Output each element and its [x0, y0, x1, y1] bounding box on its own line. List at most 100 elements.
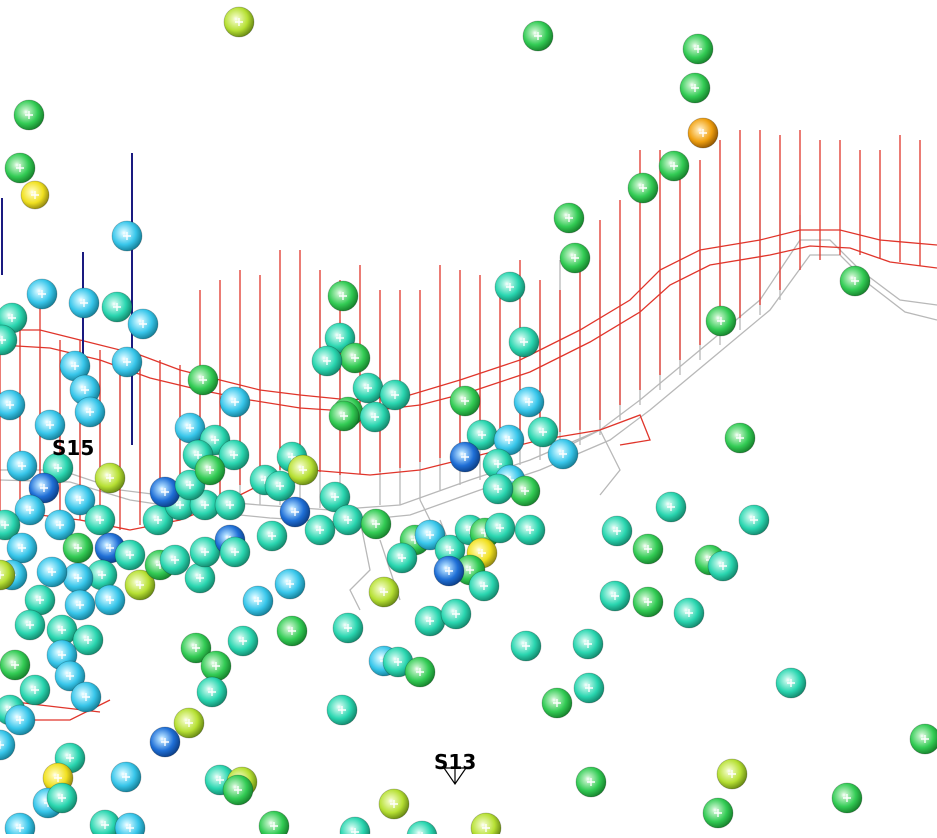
seismic-event-highlight [126, 551, 134, 559]
station-label-s13: S13 [434, 750, 477, 774]
seismic-event-highlight [48, 568, 56, 576]
seismic-event-highlight [16, 824, 24, 832]
seismic-event-highlight [96, 516, 104, 524]
seismic-event-highlight [587, 778, 595, 786]
station-marker-s13 [442, 767, 468, 786]
seismic-event-highlight [452, 610, 460, 618]
seismic-event-highlight [76, 496, 84, 504]
seismic-event-highlight [426, 531, 434, 539]
seismic-event-highlight [323, 357, 331, 365]
seismic-event-highlight [416, 668, 424, 676]
seismic-event-highlight [0, 741, 4, 749]
seismic-event-highlight [670, 162, 678, 170]
seismic-event-highlight [54, 774, 62, 782]
seismic-event-highlight [26, 621, 34, 629]
seismic-event-highlight [445, 567, 453, 575]
seismic-event-highlight [58, 794, 66, 802]
seismic-event-highlight [478, 431, 486, 439]
seismic-event-highlight [505, 436, 513, 444]
seismic-event-highlight [694, 45, 702, 53]
seismic-event-highlight [394, 658, 402, 666]
seismic-event-highlight [644, 598, 652, 606]
seismic-event-highlight [216, 776, 224, 784]
seismic-event-highlight [226, 501, 234, 509]
seismic-event-highlight [239, 637, 247, 645]
seismic-event[interactable] [0, 324, 18, 356]
seismic-event-highlight [136, 581, 144, 589]
seismic-event-highlight [194, 451, 202, 459]
seismic-event-highlight [16, 164, 24, 172]
seismic-event[interactable] [0, 509, 21, 541]
seismic-event-highlight [736, 434, 744, 442]
seismic-event-highlight [351, 354, 359, 362]
seismic-event-highlight [212, 662, 220, 670]
seismic-event-highlight [390, 800, 398, 808]
seismic-event-highlight [494, 460, 502, 468]
seismic-event-highlight [426, 617, 434, 625]
seismic-event-highlight [56, 521, 64, 529]
seismic-event-highlight [206, 466, 214, 474]
seismic-event-highlight [230, 451, 238, 459]
seismic-event-highlight [161, 738, 169, 746]
seismic-event-highlight [106, 544, 114, 552]
seismic-event-highlight [522, 642, 530, 650]
seismic-event-highlight [380, 588, 388, 596]
seismic-event-highlight [208, 688, 216, 696]
seismic-event-highlight [126, 824, 134, 832]
seismic-event-highlight [336, 334, 344, 342]
seismic-event-highlight [372, 520, 380, 528]
seismic-event-highlight [80, 299, 88, 307]
seismic-event-highlight [714, 809, 722, 817]
seismic-event-highlight [154, 516, 162, 524]
seismic-event-highlight [1, 521, 9, 529]
seismic-event-highlight [82, 693, 90, 701]
seismic-event-highlight [123, 232, 131, 240]
seismic-event-highlight [506, 283, 514, 291]
seismic-event-highlight [231, 398, 239, 406]
upper-mine-workings [0, 130, 937, 721]
seismic-event-highlight [139, 320, 147, 328]
seismic-event-highlight [11, 661, 19, 669]
seismic-event-highlight [478, 549, 486, 557]
seismic-event-highlight [340, 412, 348, 420]
seismic-event-highlight [571, 254, 579, 262]
seismic-event-highlight [286, 580, 294, 588]
seismic-event-highlight [719, 562, 727, 570]
seismic-event[interactable] [0, 729, 16, 761]
seismic-event-highlight [101, 821, 109, 829]
seismic-event-highlight [787, 679, 795, 687]
seismic-event-highlight [74, 574, 82, 582]
seismic-event-highlight [584, 640, 592, 648]
seismic-event-highlight [16, 716, 24, 724]
seismic-event-highlight [371, 413, 379, 421]
seismic-event-highlight [84, 636, 92, 644]
seismic-event-highlight [176, 501, 184, 509]
seismic-event-highlight [685, 609, 693, 617]
seismic-event-highlight [288, 627, 296, 635]
seismic-event-highlight [534, 32, 542, 40]
seismic-event-highlight [699, 129, 707, 137]
seismic-event-highlight [364, 384, 372, 392]
seismic-events [0, 6, 937, 838]
seismic-event-highlight [553, 699, 561, 707]
seismic-event-highlight [667, 503, 675, 511]
seismic-event[interactable] [339, 816, 371, 838]
seismic-event-highlight [288, 453, 296, 461]
seismic-event-highlight [559, 450, 567, 458]
seismic-event[interactable] [0, 559, 16, 591]
seismic-event-highlight [26, 506, 34, 514]
seismic-event-highlight [391, 391, 399, 399]
seismic-event-highlight [613, 527, 621, 535]
seismic-event-highlight [496, 524, 504, 532]
seismic-event-highlight [185, 719, 193, 727]
seismic-event-highlight [186, 481, 194, 489]
seismic-event-highlight [74, 544, 82, 552]
seismic-event-highlight [25, 111, 33, 119]
seismic-event-highlight [398, 554, 406, 562]
seismic-event-highlight [525, 398, 533, 406]
seismic-event-highlight [461, 453, 469, 461]
seismic-event-highlight [482, 824, 490, 832]
seismic-event-highlight [717, 317, 725, 325]
